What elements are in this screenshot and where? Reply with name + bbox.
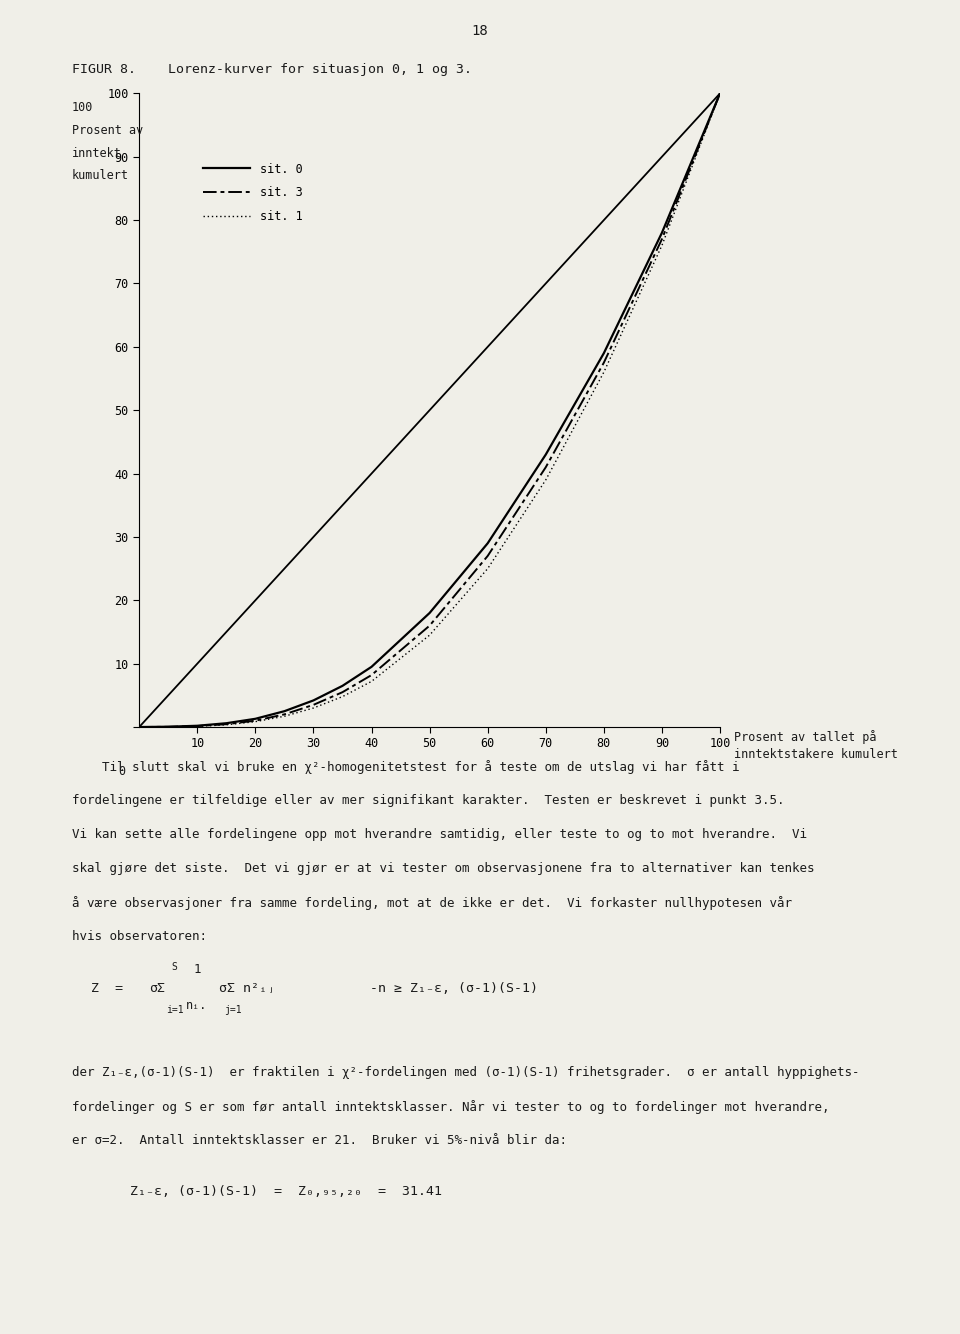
Text: FIGUR 8.    Lorenz-kurver for situasjon 0, 1 og 3.: FIGUR 8. Lorenz-kurver for situasjon 0, … xyxy=(72,63,472,76)
Text: å være observasjoner fra samme fordeling, mot at de ikke er det.  Vi forkaster n: å være observasjoner fra samme fordeling… xyxy=(72,896,792,910)
Text: fordelingene er tilfeldige eller av mer signifikant karakter.  Testen er beskrev: fordelingene er tilfeldige eller av mer … xyxy=(72,795,784,807)
Text: 0: 0 xyxy=(118,766,126,778)
Text: 18: 18 xyxy=(471,24,489,37)
Legend: sit. 0, sit. 3, sit. 1: sit. 0, sit. 3, sit. 1 xyxy=(204,163,302,223)
Text: Vi kan sette alle fordelingene opp mot hverandre samtidig, eller teste to og to : Vi kan sette alle fordelingene opp mot h… xyxy=(72,828,807,842)
Text: 1: 1 xyxy=(193,963,201,976)
Text: Prosent av: Prosent av xyxy=(72,124,143,137)
Text: Z₁₋ε, (σ-1)(S-1)  =  Z₀,₉₅,₂₀  =  31.41: Z₁₋ε, (σ-1)(S-1) = Z₀,₉₅,₂₀ = 31.41 xyxy=(130,1185,442,1198)
Text: S: S xyxy=(172,963,178,972)
Text: kumulert: kumulert xyxy=(72,169,129,183)
Text: Prosent av tallet på
inntektstakere kumulert: Prosent av tallet på inntektstakere kumu… xyxy=(734,730,899,760)
Text: i=1: i=1 xyxy=(166,1005,183,1014)
Text: σΣ n²ᵢⱼ: σΣ n²ᵢⱼ xyxy=(219,982,275,995)
Text: inntekt: inntekt xyxy=(72,147,122,160)
Text: σΣ: σΣ xyxy=(149,982,165,995)
Text: 100: 100 xyxy=(72,101,93,115)
Text: Z  =: Z = xyxy=(91,982,123,995)
Text: Til slutt skal vi bruke en χ²-homogenitetstest for å teste om de utslag vi har f: Til slutt skal vi bruke en χ²-homogenite… xyxy=(72,760,739,774)
Text: skal gjøre det siste.  Det vi gjør er at vi tester om observasjonene fra to alte: skal gjøre det siste. Det vi gjør er at … xyxy=(72,863,814,875)
Text: hvis observatoren:: hvis observatoren: xyxy=(72,931,207,943)
Text: j=1: j=1 xyxy=(225,1005,242,1014)
Text: der Z₁₋ε,(σ-1)(S-1)  er fraktilen i χ²-fordelingen med (σ-1)(S-1) frihetsgrader.: der Z₁₋ε,(σ-1)(S-1) er fraktilen i χ²-fo… xyxy=(72,1066,859,1079)
Text: fordelinger og S er som før antall inntektsklasser. Når vi tester to og to forde: fordelinger og S er som før antall innte… xyxy=(72,1099,829,1114)
Text: -n ≥ Z₁₋ε, (σ-1)(S-1): -n ≥ Z₁₋ε, (σ-1)(S-1) xyxy=(370,982,538,995)
Text: nᵢ.: nᵢ. xyxy=(186,999,207,1013)
Text: er σ=2.  Antall inntektsklasser er 21.  Bruker vi 5%-nivå blir da:: er σ=2. Antall inntektsklasser er 21. Br… xyxy=(72,1134,567,1147)
